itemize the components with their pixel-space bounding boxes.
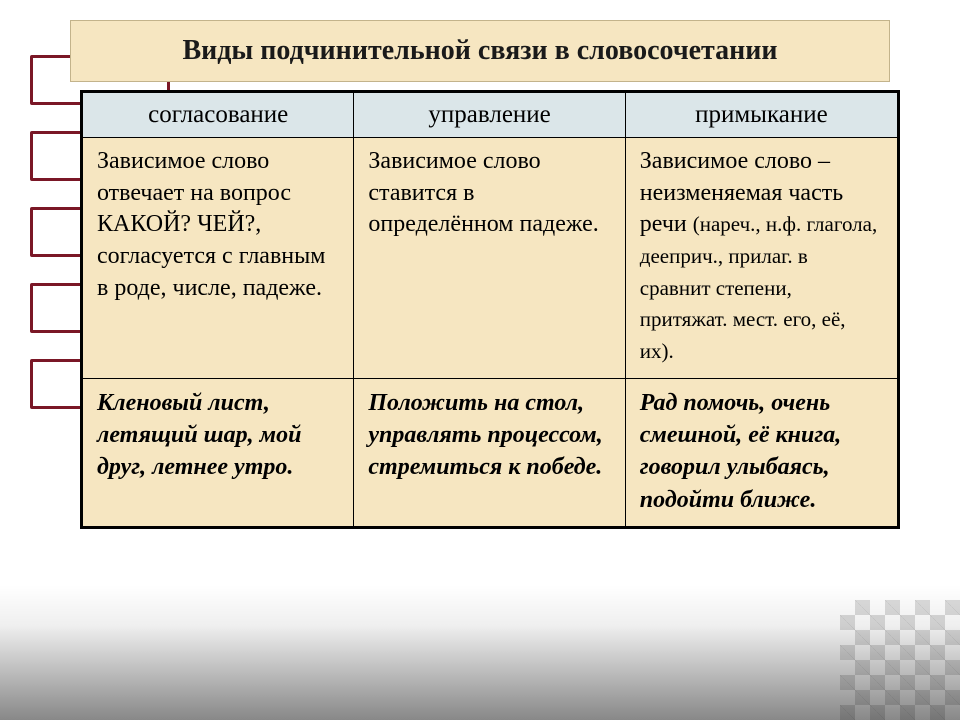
col-header: управление (354, 93, 625, 138)
col-header: примыкание (625, 93, 897, 138)
table-cell: Положить на стол, управлять процессом, с… (354, 378, 625, 527)
background-gradient (0, 585, 960, 720)
title-bar: Виды подчинительной связи в словосочетан… (70, 20, 890, 82)
table-cell: Зависимое слово ставится в определённом … (354, 138, 625, 379)
table-header-row: согласование управление примыкание (83, 93, 898, 138)
page-title: Виды подчинительной связи в словосочетан… (182, 35, 777, 67)
grammar-table: согласование управление примыкание Завис… (80, 90, 900, 529)
table-cell: Зависимое слово – неизменяемая часть реч… (625, 138, 897, 379)
table-cell: Рад помочь, очень смешной, её книга, гов… (625, 378, 897, 527)
table-cell: Зависимое слово отвечает на вопрос КАКОЙ… (83, 138, 354, 379)
col-header: согласование (83, 93, 354, 138)
table-cell: Кленовый лист, летящий шар, мой друг, ле… (83, 378, 354, 527)
examples-row: Кленовый лист, летящий шар, мой друг, ле… (83, 378, 898, 527)
description-row: Зависимое слово отвечает на вопрос КАКОЙ… (83, 138, 898, 379)
diamond-decoration (840, 600, 960, 720)
